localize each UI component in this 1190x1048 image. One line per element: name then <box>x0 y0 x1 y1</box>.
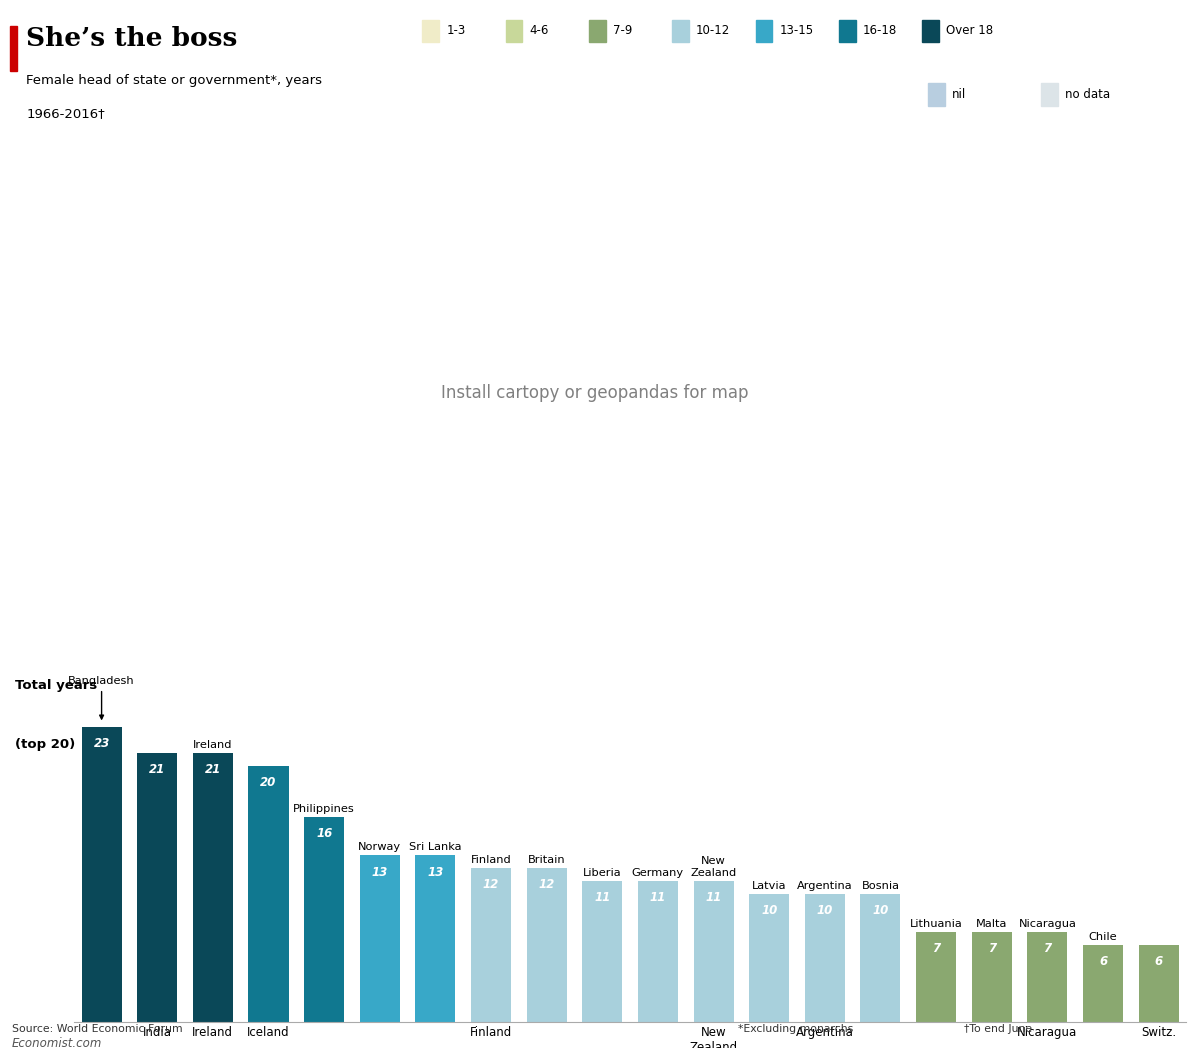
Text: 21: 21 <box>149 763 165 777</box>
Bar <box>10 25 17 71</box>
Text: 21: 21 <box>205 763 221 777</box>
Text: 16: 16 <box>317 827 332 840</box>
Text: New
Zealand: New Zealand <box>690 856 737 878</box>
Bar <box>305 816 344 1022</box>
Text: Liberia: Liberia <box>583 868 621 878</box>
Text: 7: 7 <box>1044 942 1052 956</box>
Bar <box>249 766 288 1022</box>
Text: 13: 13 <box>371 866 388 878</box>
Text: †To end June: †To end June <box>964 1024 1032 1034</box>
Text: Latvia: Latvia <box>752 880 787 891</box>
Text: Nicaragua: Nicaragua <box>1019 919 1076 929</box>
Bar <box>922 20 939 42</box>
Text: Total years: Total years <box>14 679 98 693</box>
Text: no data: no data <box>1065 88 1110 101</box>
Bar <box>839 20 856 42</box>
Text: 23: 23 <box>94 738 109 750</box>
Text: Argentina: Argentina <box>797 880 852 891</box>
Text: (top 20): (top 20) <box>14 738 75 751</box>
Text: 12: 12 <box>483 878 499 892</box>
Text: 13: 13 <box>427 866 444 878</box>
Bar <box>756 20 772 42</box>
Text: 10-12: 10-12 <box>696 24 731 38</box>
Bar <box>694 881 733 1022</box>
Text: Bosnia: Bosnia <box>862 880 900 891</box>
Bar <box>137 752 177 1022</box>
Text: Over 18: Over 18 <box>946 24 994 38</box>
Bar <box>1083 945 1123 1022</box>
Bar <box>422 20 439 42</box>
Text: Norway: Norway <box>358 843 401 852</box>
Bar <box>804 894 845 1022</box>
Text: 11: 11 <box>594 891 610 904</box>
Text: 6: 6 <box>1098 955 1107 968</box>
Bar <box>916 932 956 1022</box>
Text: Philippines: Philippines <box>293 804 355 813</box>
Bar <box>1027 932 1067 1022</box>
Text: Britain: Britain <box>528 855 565 865</box>
Bar <box>506 20 522 42</box>
Bar <box>415 855 456 1022</box>
Text: Female head of state or government*, years: Female head of state or government*, yea… <box>26 73 322 87</box>
Text: 20: 20 <box>261 776 276 789</box>
Bar <box>1041 83 1058 106</box>
Text: Install cartopy or geopandas for map: Install cartopy or geopandas for map <box>441 384 749 402</box>
Text: 10: 10 <box>762 904 777 917</box>
Text: 7: 7 <box>932 942 940 956</box>
Text: nil: nil <box>952 88 966 101</box>
Bar <box>527 868 566 1022</box>
Text: Finland: Finland <box>471 855 512 865</box>
Text: 16-18: 16-18 <box>863 24 897 38</box>
Text: 1-3: 1-3 <box>446 24 465 38</box>
Text: 4-6: 4-6 <box>530 24 549 38</box>
Text: Lithuania: Lithuania <box>909 919 963 929</box>
Text: Sri Lanka: Sri Lanka <box>409 843 462 852</box>
Bar <box>928 83 945 106</box>
Text: Germany: Germany <box>632 868 684 878</box>
Bar <box>750 894 789 1022</box>
Bar <box>471 868 511 1022</box>
Text: Chile: Chile <box>1089 932 1117 942</box>
Bar <box>860 894 901 1022</box>
Text: 7-9: 7-9 <box>613 24 632 38</box>
Text: 13-15: 13-15 <box>779 24 814 38</box>
Text: Economist.com: Economist.com <box>12 1036 102 1048</box>
Bar <box>359 855 400 1022</box>
Bar <box>82 727 121 1022</box>
Bar <box>582 881 622 1022</box>
Bar <box>672 20 689 42</box>
Text: 6: 6 <box>1154 955 1163 968</box>
Text: Ireland: Ireland <box>193 740 232 749</box>
Text: 11: 11 <box>650 891 666 904</box>
Bar <box>1139 945 1178 1022</box>
Text: *Excluding monarchs: *Excluding monarchs <box>738 1024 853 1034</box>
Text: 10: 10 <box>872 904 889 917</box>
Bar <box>589 20 606 42</box>
Text: 11: 11 <box>706 891 721 904</box>
Text: 7: 7 <box>988 942 996 956</box>
Bar <box>638 881 678 1022</box>
Text: 12: 12 <box>539 878 555 892</box>
Text: Bangladesh: Bangladesh <box>68 676 134 686</box>
Text: 1966-2016†: 1966-2016† <box>26 107 105 119</box>
Text: She’s the boss: She’s the boss <box>26 25 238 50</box>
Text: Source: World Economic Forum: Source: World Economic Forum <box>12 1024 182 1034</box>
Text: 10: 10 <box>816 904 833 917</box>
Bar <box>193 752 233 1022</box>
Text: Malta: Malta <box>976 919 1008 929</box>
Bar <box>972 932 1011 1022</box>
